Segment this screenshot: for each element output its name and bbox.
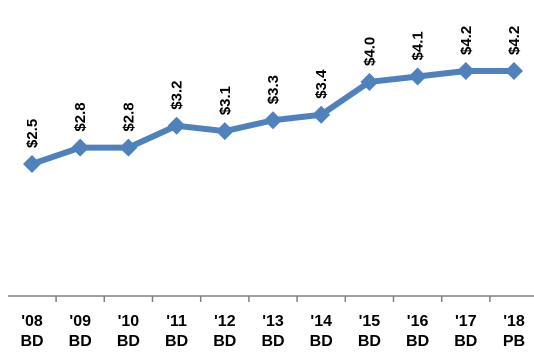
data-label: $4.2	[458, 26, 475, 55]
data-label: $2.8	[120, 102, 137, 131]
x-tick-label: '11	[166, 313, 187, 330]
x-tick-label: BD	[213, 333, 236, 350]
data-point	[456, 62, 475, 81]
data-label: $4.0	[361, 37, 378, 66]
x-tick-label: BD	[261, 333, 284, 350]
data-label: $4.2	[506, 26, 523, 55]
data-point	[215, 122, 234, 141]
data-label: $3.2	[169, 81, 186, 110]
x-tick-label: '10	[118, 313, 140, 330]
x-axis: '08 BD '09 BD '10 BD '11 BD '12 BD '13 BD '14 BD '15 BD…	[8, 295, 534, 350]
x-tick-label: BD	[406, 333, 429, 350]
data-point	[167, 116, 186, 135]
data-point	[360, 72, 379, 91]
x-tick-label: BD	[165, 333, 188, 350]
x-tick-label: BD	[358, 333, 381, 350]
data-point	[312, 105, 331, 124]
x-tick-label: '12	[214, 313, 236, 330]
data-point	[264, 111, 282, 130]
data-point	[505, 62, 523, 81]
x-tick-label: '09	[69, 313, 91, 330]
x-tick-label: '08	[21, 313, 43, 330]
data-label: $3.3	[265, 75, 282, 104]
data-label: $4.1	[410, 31, 427, 60]
data-label: $2.8	[72, 102, 89, 131]
data-label: $2.5	[24, 119, 41, 148]
x-tick-label: BD	[310, 333, 333, 350]
x-tick-label: '13	[262, 313, 284, 330]
x-tick-label: BD	[454, 333, 477, 350]
x-tick-label: PB	[503, 333, 525, 350]
data-point	[71, 138, 90, 157]
series-layer	[23, 62, 523, 173]
data-point	[408, 67, 427, 86]
data-labels-layer: $2.5 $2.8 $2.8 $3.2 $3.1 $3.3 $3.4 $4.0 $4.1 $4.2…	[24, 26, 523, 148]
x-tick-label: BD	[69, 333, 92, 350]
data-point	[119, 138, 138, 157]
x-tick-label: '16	[407, 313, 429, 330]
x-tick-label: BD	[20, 333, 43, 350]
x-tick-label: '18	[503, 313, 525, 330]
data-point	[23, 155, 41, 173]
x-tick-label: BD	[117, 333, 140, 350]
x-tick-label: '15	[359, 313, 381, 330]
x-tick-label: '17	[455, 313, 477, 330]
data-label: $3.1	[217, 86, 234, 115]
data-label: $3.4	[313, 69, 330, 99]
x-tick-label: '14	[310, 313, 332, 330]
